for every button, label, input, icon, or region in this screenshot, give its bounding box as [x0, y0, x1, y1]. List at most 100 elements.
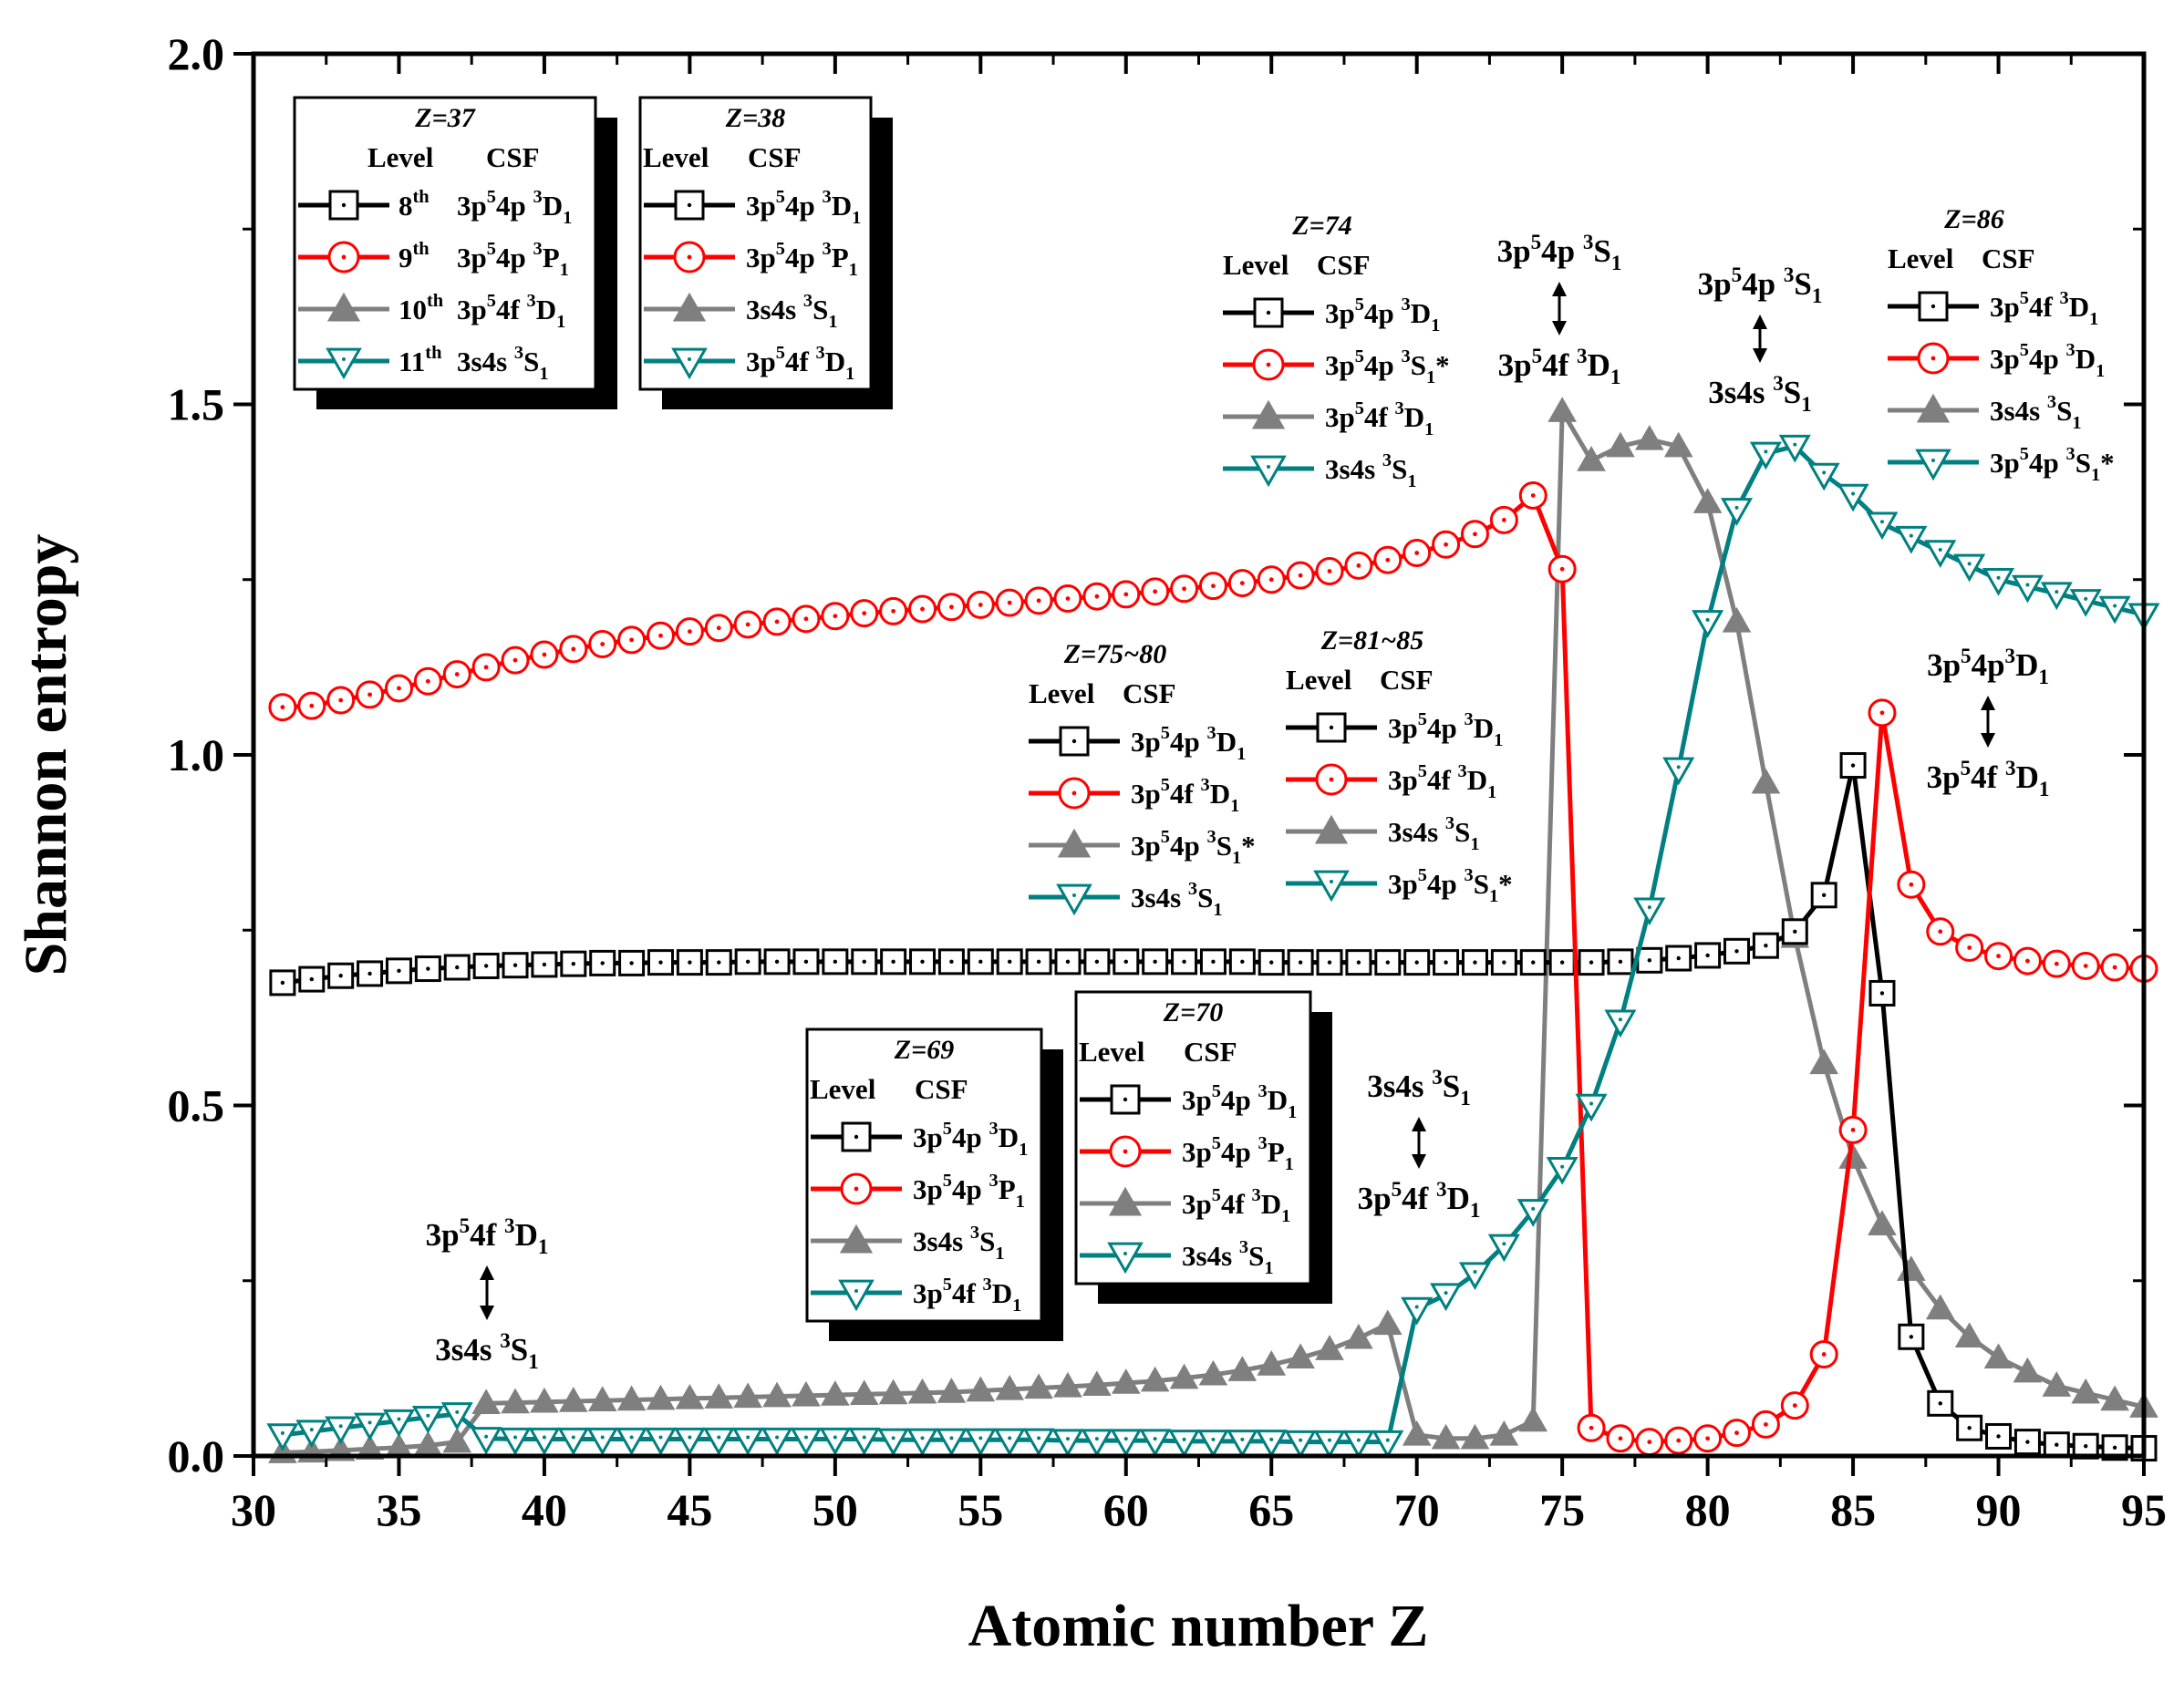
data-point-red-dot	[600, 642, 606, 646]
data-point-black-dot	[1502, 960, 1506, 965]
data-point-red-dot	[1327, 569, 1332, 573]
data-point-gray	[792, 1380, 821, 1407]
data-point-teal	[1575, 1093, 1608, 1122]
data-point-teal-dot	[513, 1435, 518, 1440]
data-point-teal-dot	[1356, 1438, 1361, 1442]
data-point-gray	[1431, 1423, 1461, 1450]
legend-marker-dot	[342, 357, 346, 361]
annotation-arrow-head-up	[1753, 315, 1767, 329]
x-tick-label: 95	[2121, 1484, 2167, 1535]
data-point-teal	[761, 1427, 793, 1456]
data-point-teal	[1924, 540, 1957, 568]
legend-csf: 3p5​4p 3​P1​	[913, 1171, 1025, 1212]
data-point-teal	[1720, 498, 1754, 526]
legend-marker	[1250, 455, 1287, 488]
data-point-teal	[1633, 897, 1666, 926]
data-point-gray	[1692, 488, 1723, 513]
data-point-black	[1985, 1422, 2013, 1450]
annotation-bottom: 3s4s 3​S1​	[1708, 371, 1812, 416]
legend-marker	[328, 190, 359, 221]
legend-marker	[1916, 393, 1951, 423]
legend-level: 10th	[399, 291, 444, 325]
legend-Z-37: Z=37 Level CSF 8th 3p5​4p 3​D1​ 9th 3p5​4p 3​P…	[293, 96, 617, 409]
data-point-red-dot	[512, 657, 518, 663]
data-point-teal	[1081, 1429, 1113, 1458]
legend-level: 9th	[399, 239, 430, 274]
y-tick-label: 1.5	[168, 379, 225, 430]
data-point-black	[327, 962, 355, 989]
annotation-transition: 3p5​4p3​D1​ 3p5​4f 3​D1​	[1927, 644, 2050, 800]
data-point-black	[909, 948, 937, 976]
data-point-gray	[907, 1378, 937, 1404]
data-point-black	[1607, 948, 1634, 976]
data-point-gray	[1518, 1406, 1548, 1432]
data-point-red-dot	[1385, 557, 1391, 563]
legend-marker-dot	[1931, 459, 1935, 462]
data-point-black-dot	[1269, 960, 1274, 965]
data-point-black-dot	[1647, 958, 1652, 963]
data-point-gray	[1954, 1322, 1984, 1347]
data-point-gray	[1315, 1335, 1344, 1360]
x-axis-title: Atomic number Z	[968, 1593, 1429, 1659]
data-point-black	[647, 949, 674, 976]
annotation-transition: 3p5​4f 3​D1​ 3s4s 3​S1​	[426, 1213, 549, 1373]
legend-csf: 3p5​4f 3​D1​	[1388, 761, 1496, 802]
data-point-red-dot	[1444, 542, 1448, 547]
data-point-black-dot	[1793, 929, 1797, 934]
data-point-teal-dot	[688, 1435, 692, 1440]
data-point-black-dot	[1414, 960, 1419, 965]
y-tick-label: 0.0	[168, 1430, 225, 1482]
legend-marker	[1918, 291, 1949, 322]
data-point-gray	[762, 1381, 792, 1408]
data-point-teal-dot	[1037, 1436, 1041, 1440]
data-point-teal-dot	[1734, 505, 1739, 510]
data-point-gray	[1198, 1359, 1228, 1386]
legend-marker-dot	[1123, 1252, 1127, 1255]
data-point-teal	[819, 1427, 852, 1456]
data-point-teal	[848, 1427, 881, 1456]
data-point-teal-dot	[2113, 604, 2117, 608]
legend-csf: 3s4s 3​S1​	[1325, 450, 1417, 491]
data-point-red-dot	[1036, 598, 1041, 604]
series-red	[268, 480, 2158, 1457]
legend-title: Z=75~80	[1063, 639, 1167, 669]
data-point-black-dot	[1589, 960, 1594, 965]
legend-Z-81-85: Z=81~85 Level CSF 3p5​4p 3​D1​ 3p5​4f 3​D1​ 3…	[1286, 625, 1513, 906]
data-point-teal-dot	[2025, 583, 2030, 587]
data-point-black-dot	[1182, 959, 1186, 965]
legend-level: 11th	[399, 343, 442, 377]
data-point-black-dot	[1764, 943, 1768, 948]
data-point-teal	[1022, 1428, 1055, 1457]
data-point-black-dot	[1065, 959, 1071, 965]
data-point-teal	[1837, 483, 1869, 512]
data-point-red-dot	[891, 608, 896, 614]
legend-csf: 3p5​4p 3​P1​	[457, 239, 569, 280]
data-point-teal-dot	[1153, 1437, 1157, 1441]
data-point-gray	[878, 1378, 908, 1405]
data-point-black-dot	[1909, 1335, 1914, 1339]
data-point-teal	[993, 1428, 1026, 1457]
legends: Z=37 Level CSF 8th 3p5​4p 3​D1​ 9th 3p5​4p 3​P…	[293, 96, 2115, 1341]
legend-Z-69: Z=69 Level CSF 3p5​4p 3​D1​ 3p5​4p 3​P1​ 3s4s…	[805, 1027, 1063, 1341]
data-point-gray	[587, 1386, 617, 1411]
data-point-gray	[1635, 424, 1664, 450]
annotation-arrow-head-down	[1552, 321, 1567, 336]
legend-title: Z=37	[414, 103, 475, 133]
data-point-black-dot	[1298, 960, 1303, 965]
data-point-teal-dot	[280, 1430, 285, 1435]
data-point-teal	[499, 1427, 532, 1456]
data-point-teal	[1692, 610, 1724, 638]
data-point-teal	[1953, 553, 1986, 583]
data-point-black-dot	[1967, 1426, 1972, 1430]
legend-csf: 3p5​4f 3​D1​	[1131, 775, 1239, 816]
data-point-red-dot	[483, 665, 489, 670]
data-point-red-dot	[1559, 566, 1565, 572]
data-point-teal-dot	[1618, 1017, 1622, 1022]
data-point-teal-dot	[397, 1417, 401, 1421]
x-tick-label: 50	[813, 1484, 858, 1535]
legend-marker	[1108, 1186, 1143, 1216]
legend-head-level: Level	[1286, 664, 1352, 696]
data-point-teal	[2098, 595, 2131, 625]
data-point-teal	[1051, 1429, 1084, 1458]
data-point-gray	[1751, 768, 1781, 794]
